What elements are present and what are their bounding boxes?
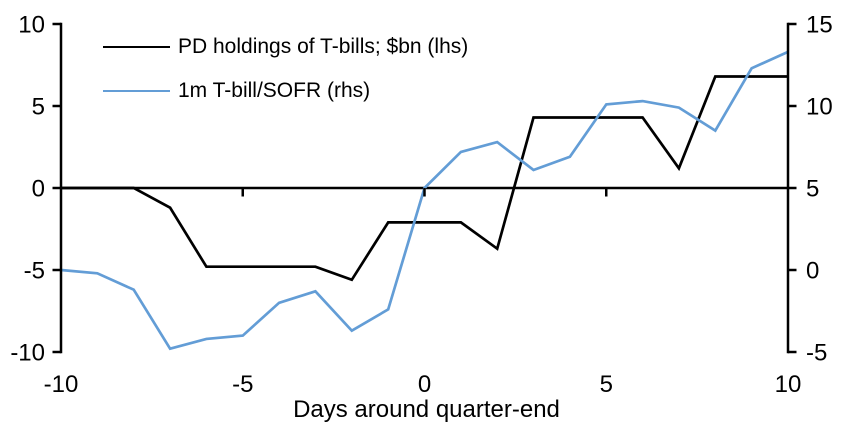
y-right-tick-label: 5 (806, 176, 819, 203)
y-left-tick-label: 5 (32, 94, 45, 121)
legend-line-sample-pd-holdings (103, 45, 170, 48)
x-tick-label: -5 (232, 371, 253, 398)
y-right-tick-label: -5 (806, 340, 827, 367)
y-right-tick-label: 15 (806, 12, 833, 39)
y-right-tick-label: 0 (806, 258, 819, 285)
legend-label-pd-holdings: PD holdings of T-bills; $bn (lhs) (178, 35, 469, 58)
legend-item-tbill-sofr: 1m T-bill/SOFR (rhs) (103, 77, 468, 104)
x-tick-label: -10 (44, 371, 79, 398)
legend-line-sample-tbill-sofr (103, 89, 170, 92)
x-tick-label: 0 (418, 371, 431, 398)
x-tick-label: 10 (775, 371, 802, 398)
legend-item-pd-holdings: PD holdings of T-bills; $bn (lhs) (103, 33, 468, 60)
legend-label-tbill-sofr: 1m T-bill/SOFR (rhs) (178, 79, 371, 102)
series-line-pd-holdings (61, 75, 788, 282)
x-tick-label: 5 (600, 371, 613, 398)
y-right-tick-label: 10 (806, 94, 833, 121)
chart-legend: PD holdings of T-bills; $bn (lhs) 1m T-b… (103, 33, 468, 104)
x-axis-title: Days around quarter-end (293, 396, 560, 423)
y-left-tick-label: -10 (10, 340, 45, 367)
y-left-tick-label: 0 (32, 176, 45, 203)
y-left-tick-label: 10 (18, 12, 45, 39)
y-left-tick-label: -5 (24, 258, 45, 285)
